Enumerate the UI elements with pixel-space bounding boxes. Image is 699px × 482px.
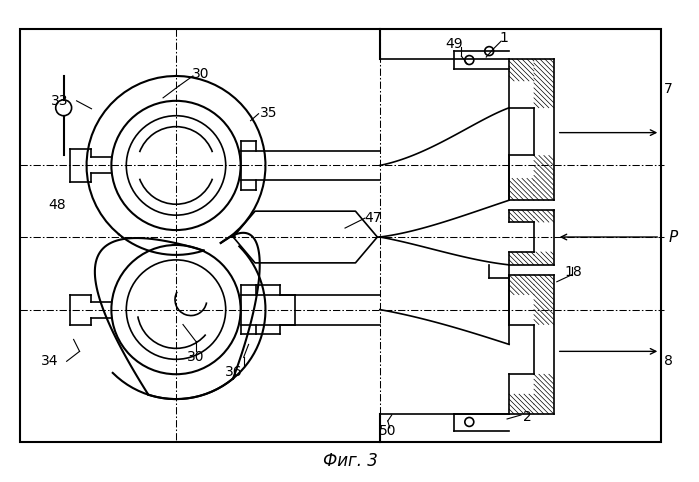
Text: 34: 34 (41, 354, 59, 368)
Text: 36: 36 (225, 365, 243, 379)
Text: 49: 49 (445, 37, 463, 51)
Text: 7: 7 (664, 82, 672, 96)
Text: 8: 8 (664, 354, 672, 368)
Text: 47: 47 (364, 211, 382, 225)
Text: 30: 30 (187, 350, 205, 364)
Bar (20, 29, 661, 442)
Text: 30: 30 (192, 67, 210, 81)
Text: 2: 2 (523, 410, 531, 424)
Text: 18: 18 (565, 265, 582, 279)
Text: P: P (668, 229, 678, 244)
Text: 50: 50 (379, 424, 396, 438)
Text: 33: 33 (51, 94, 69, 108)
Text: 35: 35 (260, 106, 278, 120)
Text: 48: 48 (48, 198, 66, 212)
Text: Фиг. 3: Фиг. 3 (322, 452, 377, 470)
Text: 1: 1 (500, 31, 509, 45)
